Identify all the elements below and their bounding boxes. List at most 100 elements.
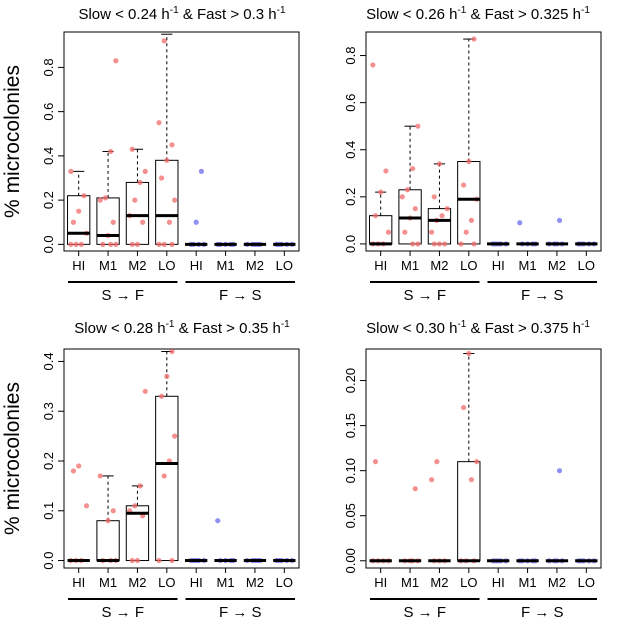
y-tick-label: 0.4 — [41, 352, 56, 370]
box-m1-f-to-s — [214, 241, 237, 247]
data-point — [134, 241, 141, 247]
x-tick-label: HI — [190, 258, 203, 273]
x-tick-label: M1 — [401, 258, 419, 273]
box-rect — [457, 161, 481, 245]
x-tick-label: HI — [374, 575, 387, 590]
data-point — [215, 518, 221, 524]
x-tick-label: M1 — [401, 575, 419, 590]
data-point — [129, 146, 135, 152]
x-tick-label: HI — [72, 575, 85, 590]
box-rect — [96, 520, 120, 562]
box-m2-s-to-f — [427, 161, 452, 247]
data-point — [402, 229, 408, 235]
data-point — [102, 195, 109, 201]
box-m2-f-to-s — [545, 217, 569, 247]
data-point — [458, 241, 464, 247]
chart-title: Slow < 0.24 h-1 & Fast > 0.3 h-1 — [78, 5, 286, 23]
data-point — [193, 219, 199, 225]
data-point — [81, 193, 87, 199]
data-point — [372, 459, 379, 465]
data-point — [156, 241, 162, 247]
data-point — [436, 241, 443, 247]
data-point — [461, 182, 467, 188]
x-tick-label: LO — [460, 575, 477, 590]
data-point — [129, 557, 135, 564]
data-point — [142, 388, 148, 394]
plot-frame — [63, 348, 300, 569]
y-tick-label: 0.0 — [343, 235, 358, 253]
y-tick-label: 0.3 — [41, 402, 56, 420]
data-point — [431, 241, 437, 247]
x-tick-label: LO — [460, 258, 477, 273]
y-tick-label: 0.20 — [343, 368, 358, 393]
data-point — [70, 219, 77, 225]
x-tick-label: HI — [374, 258, 387, 273]
data-point — [444, 206, 450, 212]
x-tick-label: M2 — [128, 575, 146, 590]
x-tick-label: HI — [190, 575, 203, 590]
x-tick-label: M2 — [548, 575, 566, 590]
group-label: S → F — [101, 287, 144, 304]
data-point — [78, 241, 84, 247]
data-point — [556, 468, 563, 474]
group-label: F → S — [521, 604, 564, 617]
box-lo-s-to-f — [457, 350, 481, 564]
data-point — [169, 142, 175, 148]
data-point — [161, 38, 167, 44]
data-point — [412, 486, 418, 492]
data-point — [466, 350, 472, 357]
data-point — [442, 241, 448, 247]
data-point — [461, 404, 467, 411]
data-point — [161, 241, 167, 247]
y-axis-label: % microcolonies — [1, 382, 24, 535]
x-tick-label: LO — [276, 258, 293, 273]
y-tick-label: 0.4 — [343, 141, 358, 159]
data-point — [385, 229, 392, 235]
data-point — [372, 213, 379, 219]
group-label: S → F — [403, 287, 446, 304]
data-point — [404, 187, 411, 193]
x-tick-label: LO — [578, 258, 595, 273]
data-point — [159, 175, 165, 181]
y-tick-label: 0.6 — [343, 94, 358, 112]
y-tick-label: 0.2 — [343, 188, 358, 206]
data-point — [134, 557, 141, 564]
group-label: F → S — [219, 287, 262, 304]
data-point — [169, 557, 175, 564]
data-point — [434, 459, 440, 465]
box-hi-s-to-f — [369, 459, 392, 564]
data-point — [474, 459, 480, 465]
data-point — [76, 463, 82, 469]
chart-title: Slow < 0.30 h-1 & Fast > 0.375 h-1 — [366, 319, 590, 337]
data-point — [517, 220, 523, 226]
chart-panel-2: Slow < 0.26 h-1 & Fast > 0.325 h-1 0.0 0.2… — [343, 5, 602, 304]
y-tick-label: 0.8 — [343, 47, 358, 65]
box-rect — [67, 195, 91, 245]
data-point — [410, 165, 416, 172]
group-label: S → F — [101, 604, 144, 617]
box-rect — [155, 395, 179, 562]
y-axis-label: % microcolonies — [1, 65, 24, 218]
x-tick-label: M2 — [430, 258, 448, 273]
data-point — [410, 241, 416, 247]
chart-panel-1: Slow < 0.24 h-1 & Fast > 0.3 h-1 0.0 0.2 0.… — [1, 5, 300, 304]
x-tick-label: M2 — [128, 258, 146, 273]
x-tick-label: HI — [492, 258, 505, 273]
plot-frame — [365, 348, 602, 569]
chart-panel-3: Slow < 0.28 h-1 & Fast > 0.35 h-1 0.0 0.1 0… — [1, 319, 300, 617]
data-point — [415, 123, 421, 129]
box-hi-f-to-s — [185, 557, 208, 564]
box-m2-s-to-f — [125, 146, 150, 247]
x-tick-label: M1 — [99, 575, 117, 590]
data-point — [137, 483, 143, 489]
group-label: F → S — [219, 604, 262, 617]
y-tick-label: 0.2 — [41, 452, 56, 470]
data-point — [73, 241, 79, 247]
box-m1-s-to-f — [398, 486, 422, 564]
chart-title: Slow < 0.26 h-1 & Fast > 0.325 h-1 — [366, 5, 590, 23]
x-tick-label: M2 — [548, 258, 566, 273]
box-m2-s-to-f — [125, 388, 150, 564]
data-point — [468, 217, 475, 223]
data-point — [156, 557, 162, 564]
